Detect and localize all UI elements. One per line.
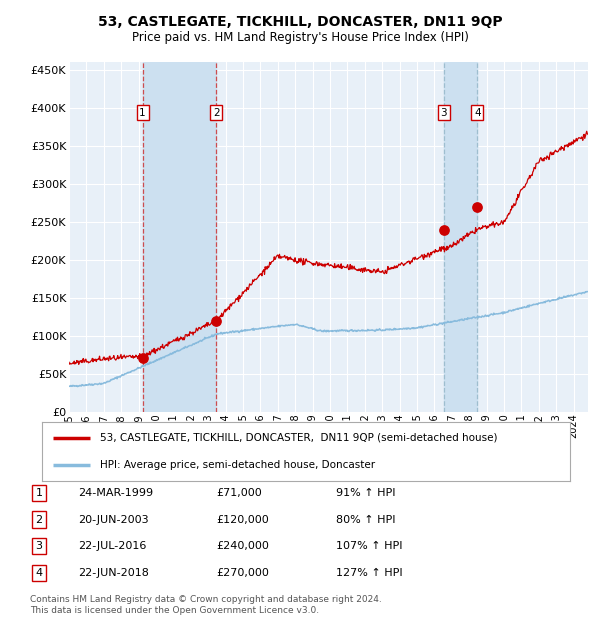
Text: 53, CASTLEGATE, TICKHILL, DONCASTER, DN11 9QP: 53, CASTLEGATE, TICKHILL, DONCASTER, DN1… [98,16,502,30]
Text: 22-JUL-2016: 22-JUL-2016 [78,541,146,551]
Text: 20-JUN-2003: 20-JUN-2003 [78,515,149,525]
Text: 91% ↑ HPI: 91% ↑ HPI [336,488,395,498]
Text: 53, CASTLEGATE, TICKHILL, DONCASTER,  DN11 9QP (semi-detached house): 53, CASTLEGATE, TICKHILL, DONCASTER, DN1… [100,433,497,443]
Text: HPI: Average price, semi-detached house, Doncaster: HPI: Average price, semi-detached house,… [100,459,375,469]
Text: 2: 2 [213,108,220,118]
Text: 3: 3 [35,541,43,551]
Point [138,353,148,363]
Text: 107% ↑ HPI: 107% ↑ HPI [336,541,403,551]
Text: 4: 4 [35,568,43,578]
Point [439,224,449,234]
Text: £270,000: £270,000 [216,568,269,578]
Text: £240,000: £240,000 [216,541,269,551]
Text: 127% ↑ HPI: 127% ↑ HPI [336,568,403,578]
Text: 4: 4 [474,108,481,118]
Text: 80% ↑ HPI: 80% ↑ HPI [336,515,395,525]
Text: 22-JUN-2018: 22-JUN-2018 [78,568,149,578]
Point [473,202,482,211]
Bar [143,62,217,412]
Text: This data is licensed under the Open Government Licence v3.0.: This data is licensed under the Open Gov… [30,606,319,615]
Text: 1: 1 [139,108,146,118]
Text: 3: 3 [440,108,447,118]
Text: Price paid vs. HM Land Registry's House Price Index (HPI): Price paid vs. HM Land Registry's House … [131,31,469,44]
Text: 2: 2 [35,515,43,525]
Point [212,316,221,326]
Bar [444,62,478,412]
Text: £120,000: £120,000 [216,515,269,525]
Text: 24-MAR-1999: 24-MAR-1999 [78,488,153,498]
Text: 1: 1 [35,488,43,498]
Text: £71,000: £71,000 [216,488,262,498]
Text: Contains HM Land Registry data © Crown copyright and database right 2024.: Contains HM Land Registry data © Crown c… [30,595,382,604]
